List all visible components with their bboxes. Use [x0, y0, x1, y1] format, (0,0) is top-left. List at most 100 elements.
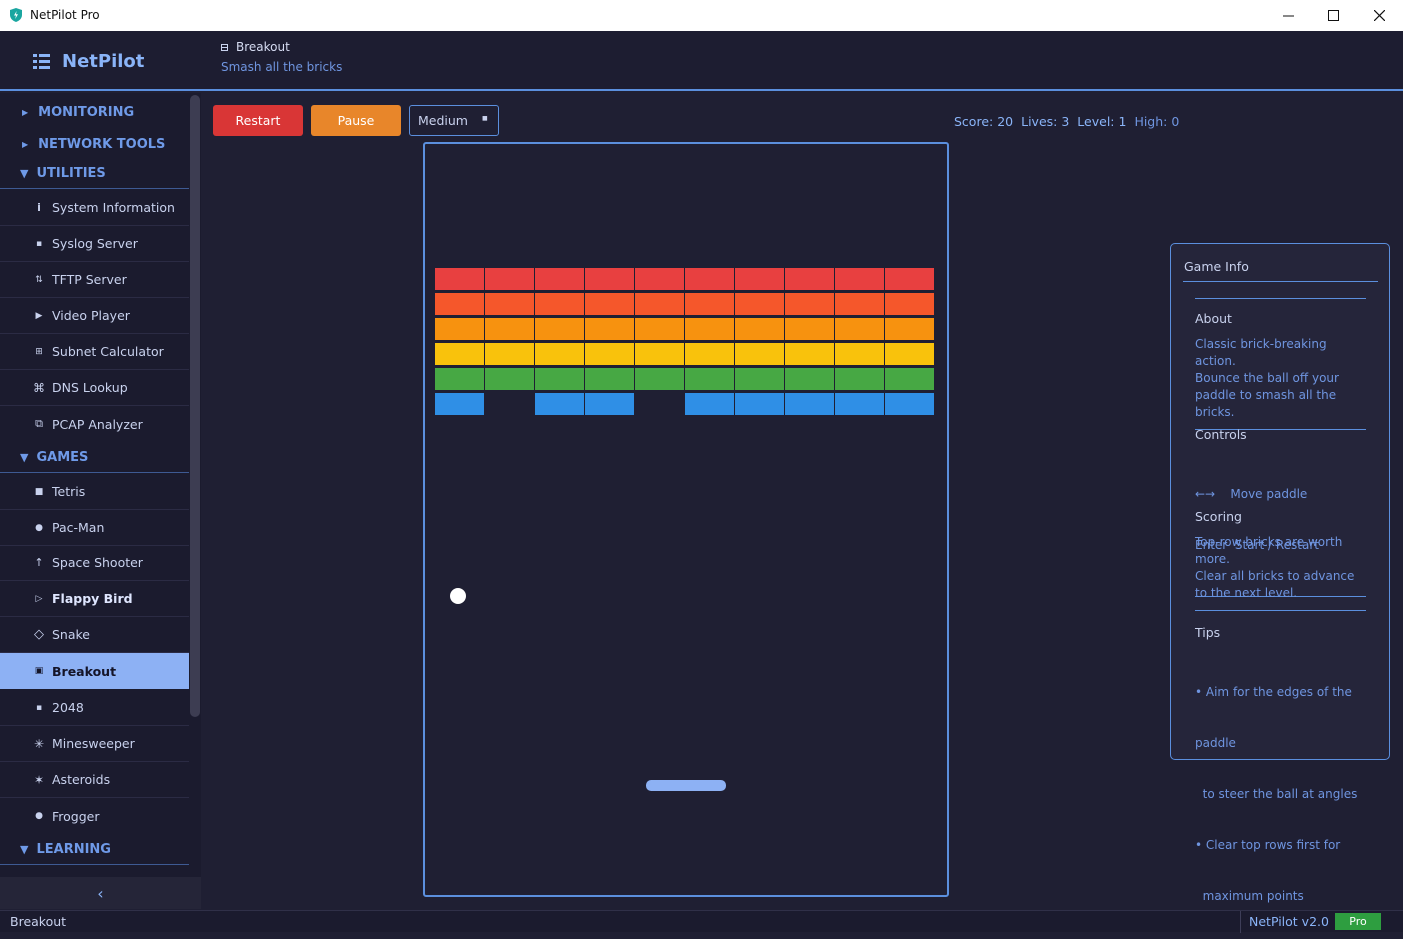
- sidebar-item-label: Snake: [52, 627, 91, 642]
- sidebar-item-space-shooter[interactable]: ↑ Space Shooter: [0, 545, 189, 581]
- game-board[interactable]: [423, 142, 949, 897]
- sidebar-section-learning[interactable]: ▼ LEARNING: [0, 835, 189, 865]
- text-line: • Clear top rows first for: [1195, 838, 1341, 852]
- dropdown-arrow-icon: ■: [482, 115, 488, 122]
- brick: [885, 368, 934, 390]
- window-title: NetPilot Pro: [30, 8, 100, 22]
- caret-right-icon: ▶: [22, 139, 29, 149]
- brick: [635, 318, 684, 340]
- pause-button[interactable]: Pause: [311, 105, 401, 136]
- text-line: maximum points: [1195, 889, 1304, 903]
- brick: [685, 268, 734, 290]
- brick: [885, 268, 934, 290]
- brick: [585, 393, 634, 415]
- text-line: Clear all bricks to advance: [1195, 569, 1355, 583]
- brick: [885, 318, 934, 340]
- text-line: to the next level.: [1195, 586, 1298, 600]
- sidebar-item-video-player[interactable]: ▶ Video Player: [0, 298, 189, 334]
- copy-icon: ⧉: [35, 417, 43, 430]
- tips-section: Tips • Aim for the edges of the paddle t…: [1195, 625, 1366, 939]
- brick: [885, 393, 934, 415]
- maximize-button[interactable]: [1310, 0, 1356, 31]
- brick: [435, 318, 484, 340]
- brick: [785, 393, 834, 415]
- sidebar-section-network-tools[interactable]: ▶ NETWORK TOOLS: [0, 129, 189, 159]
- brick: [485, 318, 534, 340]
- about-text: Classic brick-breaking action. Bounce th…: [1195, 336, 1366, 421]
- sidebar-item-pcap-analyzer[interactable]: ⧉ PCAP Analyzer: [0, 406, 189, 442]
- chevron-left-icon: ‹: [97, 883, 104, 903]
- brick: [835, 268, 884, 290]
- sidebar-section-monitoring[interactable]: ▶ MONITORING: [0, 97, 189, 127]
- text-line: to steer the ball at angles: [1195, 787, 1358, 801]
- brick: [535, 268, 584, 290]
- sidebar-item-subnet-calculator[interactable]: ⊞ Subnet Calculator: [0, 334, 189, 370]
- sidebar-item-2048[interactable]: ▪ 2048: [0, 690, 189, 726]
- text-line: paddle: [1195, 736, 1236, 750]
- brick: [685, 343, 734, 365]
- ball: [450, 588, 466, 604]
- sidebar-item-label: Asteroids: [52, 772, 111, 787]
- brick: [635, 343, 684, 365]
- brick-icon: ▣: [34, 666, 44, 676]
- tips-text: • Aim for the edges of the paddle to ste…: [1195, 650, 1366, 939]
- diamond-icon: ◇: [34, 627, 44, 642]
- brick: [585, 318, 634, 340]
- transfer-icon: ⇅: [35, 274, 43, 285]
- text-line: bricks.: [1195, 405, 1235, 419]
- sidebar-item-syslog-server[interactable]: ▪ Syslog Server: [0, 226, 189, 262]
- sidebar-section-games[interactable]: ▼ GAMES: [0, 443, 189, 473]
- sidebar-item-label: Breakout: [52, 663, 117, 679]
- brick-icon: [221, 43, 228, 51]
- brick: [835, 343, 884, 365]
- app-shield-icon: [10, 8, 22, 22]
- mine-icon: ✳: [33, 736, 45, 751]
- section-label: MONITORING: [38, 104, 135, 120]
- sidebar-item-frogger[interactable]: ● Frogger: [0, 798, 189, 834]
- sidebar-collapse-button[interactable]: ‹: [0, 877, 201, 909]
- brick: [435, 293, 484, 315]
- paddle[interactable]: [646, 780, 726, 791]
- star-icon: ✶: [33, 772, 45, 787]
- sidebar-item-flappy-bird[interactable]: ▷ Flappy Bird: [0, 581, 189, 617]
- brick: [685, 368, 734, 390]
- sidebar-item-asteroids[interactable]: ✶ Asteroids: [0, 762, 189, 798]
- brick: [485, 343, 534, 365]
- about-section: About Classic brick-breaking action. Bou…: [1195, 311, 1366, 430]
- square-icon: ▪: [35, 702, 43, 713]
- caret-down-icon: ▼: [20, 451, 29, 464]
- sidebar-scrollbar[interactable]: [190, 95, 200, 717]
- text-line: more.: [1195, 552, 1230, 566]
- sidebar-item-system-information[interactable]: i System Information: [0, 190, 189, 226]
- sidebar-section-utilities[interactable]: ▼ UTILITIES: [0, 159, 189, 189]
- brick: [435, 343, 484, 365]
- sidebar-item-dns-lookup[interactable]: ⌘ DNS Lookup: [0, 370, 189, 406]
- sidebar-item-snake[interactable]: ◇ Snake: [0, 617, 189, 653]
- restart-button[interactable]: Restart: [213, 105, 303, 136]
- brand[interactable]: NetPilot: [33, 51, 144, 72]
- sidebar-item-label: Subnet Calculator: [52, 344, 164, 359]
- brick: [785, 268, 834, 290]
- sidebar-item-label: Video Player: [52, 308, 130, 323]
- brick: [535, 393, 584, 415]
- brick: [485, 368, 534, 390]
- brick: [735, 393, 784, 415]
- sidebar-item-tftp-server[interactable]: ⇅ TFTP Server: [0, 262, 189, 298]
- difficulty-select[interactable]: Medium ■: [409, 105, 499, 136]
- brick: [835, 393, 884, 415]
- status-bar: Breakout NetPilot v2.0 Pro: [0, 910, 1403, 933]
- brick: [435, 393, 484, 415]
- grid-icon: ⊞: [35, 346, 43, 357]
- sidebar-item-breakout[interactable]: ▣ Breakout: [0, 653, 189, 689]
- brick: [585, 368, 634, 390]
- brick: [835, 293, 884, 315]
- sidebar-item-tetris[interactable]: ■ Tetris: [0, 474, 189, 510]
- text-line: Enter Start / Restart: [1195, 538, 1319, 552]
- sidebar-item-minesweeper[interactable]: ✳ Minesweeper: [0, 726, 189, 762]
- minimize-button[interactable]: [1265, 0, 1311, 31]
- text-line: Classic brick-breaking action.: [1195, 337, 1327, 368]
- maximize-icon: [1327, 10, 1339, 21]
- sidebar-item-pac-man[interactable]: ● Pac-Man: [0, 510, 189, 546]
- close-button[interactable]: [1356, 0, 1402, 31]
- info-icon: i: [37, 201, 41, 214]
